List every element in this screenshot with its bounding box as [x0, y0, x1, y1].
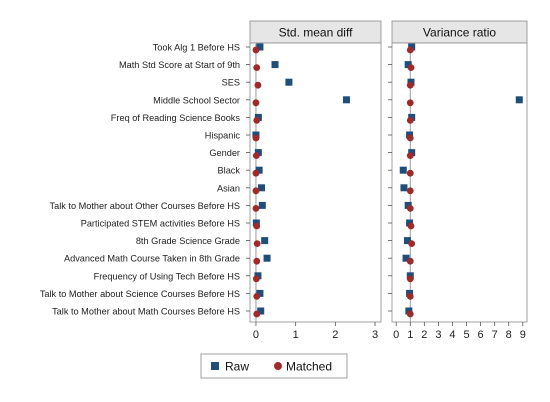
matched-point-freq-of-reading-science-books: [406, 117, 414, 124]
x-tick-label: 0: [393, 329, 399, 341]
raw-point-asian: [258, 184, 266, 192]
raw-point-talk-to-mother-about-other-courses-before-hs: [404, 201, 412, 209]
raw-point-middle-school-sector: [342, 96, 350, 104]
matched-point-math-std-score-at-start-of-9th: [407, 64, 415, 71]
plot-frame: [249, 42, 382, 323]
covariate-label-talk-to-mother-about-other-courses-before-hs: Talk to Mother about Other Courses Befor…: [50, 201, 240, 211]
matched-point-black: [252, 169, 260, 177]
raw-point-advanced-math-course-taken-in-8th-grade: [402, 254, 410, 262]
variance-ratio-panel: Variance ratio 0 1 2 3 4 5 6 7 8 9: [388, 20, 528, 341]
covariate-label-participated-stem-activities-before-hs: Participated STEM activities Before HS: [81, 219, 240, 229]
matched-point-8th-grade-science-grade: [408, 240, 416, 248]
x-tick-label: 1: [293, 329, 299, 341]
raw-point-math-std-score-at-start-of-9th: [404, 61, 412, 69]
matched-point-talk-to-mother-about-math-courses-before-hs: [406, 310, 414, 318]
raw-point-black: [255, 166, 263, 174]
legend-raw-marker: [211, 362, 219, 370]
covariate-label-talk-to-mother-about-math-courses-before-hs: Talk to Mother about Math Courses Before…: [52, 307, 240, 317]
covariate-label-freq-of-reading-science-books: Freq of Reading Science Books: [111, 113, 241, 123]
raw-point-talk-to-mother-about-science-courses-before-hs: [256, 289, 264, 297]
x-tick-label: 8: [506, 329, 512, 341]
matched-point-talk-to-mother-about-math-courses-before-hs: [253, 310, 261, 318]
x-tick-label: 2: [421, 329, 427, 341]
raw-point-talk-to-mother-about-other-courses-before-hs: [258, 201, 266, 209]
legend-raw-label: Raw: [225, 360, 249, 374]
matched-point-talk-to-mother-about-other-courses-before-hs: [252, 205, 260, 212]
covariate-label-asian: Asian: [217, 183, 240, 193]
covariate-label-advanced-math-course-taken-in-8th-grade: Advanced Math Course Taken in 8th Grade: [64, 254, 240, 264]
matched-point-gender: [406, 152, 414, 160]
matched-point-black: [406, 169, 414, 177]
covariate-label-middle-school-sector: Middle School Sector: [153, 95, 240, 105]
raw-point-gender: [254, 149, 262, 157]
x-tick-label: 0: [253, 329, 259, 341]
matched-point-8th-grade-science-grade: [253, 240, 261, 248]
raw-point-math-std-score-at-start-of-9th: [271, 61, 279, 69]
matched-point-talk-to-mother-about-other-courses-before-hs: [406, 205, 414, 212]
matched-point-took-alg-1-before-hs: [406, 46, 414, 54]
matched-point-math-std-score-at-start-of-9th: [253, 64, 261, 71]
covariate-label-ses: SES: [222, 78, 240, 88]
matched-point-frequency-of-using-tech-before-hs: [252, 275, 260, 283]
matched-point-gender: [252, 152, 260, 160]
matched-point-advanced-math-course-taken-in-8th-grade: [406, 257, 414, 265]
panel-title: Variance ratio: [423, 26, 496, 40]
covariate-label-math-std-score-at-start-of-9th: Math Std Score at Start of 9th: [119, 60, 240, 70]
raw-point-8th-grade-science-grade: [403, 237, 411, 245]
covariate-label-took-alg-1-before-hs: Took Alg 1 Before HS: [153, 43, 240, 53]
x-tick-label: 4: [449, 329, 455, 341]
covariate-label-8th-grade-science-grade: 8th Grade Science Grade: [136, 236, 240, 246]
raw-point-ses: [285, 78, 293, 86]
panel-title: Std. mean diff: [279, 26, 353, 40]
matched-point-middle-school-sector: [406, 99, 414, 107]
raw-point-talk-to-mother-about-math-courses-before-hs: [257, 307, 265, 315]
matched-point-hispanic: [406, 134, 414, 142]
matched-point-freq-of-reading-science-books: [253, 117, 261, 124]
raw-point-advanced-math-course-taken-in-8th-grade: [263, 254, 271, 262]
matched-point-hispanic: [252, 134, 260, 142]
x-tick-label: 3: [372, 329, 378, 341]
raw-point-took-alg-1-before-hs: [256, 43, 264, 51]
matched-point-asian: [406, 187, 414, 195]
covariate-label-gender: Gender: [209, 148, 240, 158]
x-tick-label: 6: [478, 329, 484, 341]
covariate-label-black: Black: [218, 166, 241, 176]
matched-point-ses: [254, 81, 262, 89]
matched-point-talk-to-mother-about-science-courses-before-hs: [406, 293, 414, 300]
std-mean-diff-panel: Std. mean diff 0 1 2 3: [246, 20, 382, 341]
raw-point-middle-school-sector: [515, 96, 523, 104]
covariate-label-talk-to-mother-about-science-courses-before-hs: Talk to Mother about Science Courses Bef…: [40, 289, 240, 299]
matched-point-took-alg-1-before-hs: [252, 46, 260, 54]
matched-point-ses: [406, 81, 414, 89]
matched-point-talk-to-mother-about-science-courses-before-hs: [253, 293, 261, 300]
covariate-label-hispanic: Hispanic: [205, 131, 241, 141]
x-tick-label: 5: [463, 329, 469, 341]
x-tick-label: 1: [407, 329, 413, 341]
matched-point-frequency-of-using-tech-before-hs: [406, 275, 414, 283]
x-tick-label: 3: [435, 329, 441, 341]
matched-point-advanced-math-course-taken-in-8th-grade: [253, 257, 261, 265]
legend-matched-marker: [274, 362, 282, 370]
x-tick-label: 9: [520, 329, 526, 341]
x-tick-label: 2: [332, 329, 338, 341]
matched-point-asian: [252, 187, 260, 195]
plot-frame: [391, 42, 528, 323]
covariate-labels: Took Alg 1 Before HS Math Std Score at St…: [40, 43, 241, 317]
raw-point-8th-grade-science-grade: [261, 237, 269, 245]
x-tick-label: 7: [492, 329, 498, 341]
raw-point-black: [399, 166, 407, 174]
matched-point-middle-school-sector: [252, 99, 260, 107]
legend: Raw Matched: [200, 353, 348, 379]
covariate-label-frequency-of-using-tech-before-hs: Frequency of Using Tech Before HS: [94, 271, 240, 281]
raw-point-asian: [400, 184, 408, 192]
legend-matched-label: Matched: [286, 360, 332, 374]
matched-point-participated-stem-activities-before-hs: [407, 222, 415, 230]
matched-point-participated-stem-activities-before-hs: [253, 222, 261, 230]
